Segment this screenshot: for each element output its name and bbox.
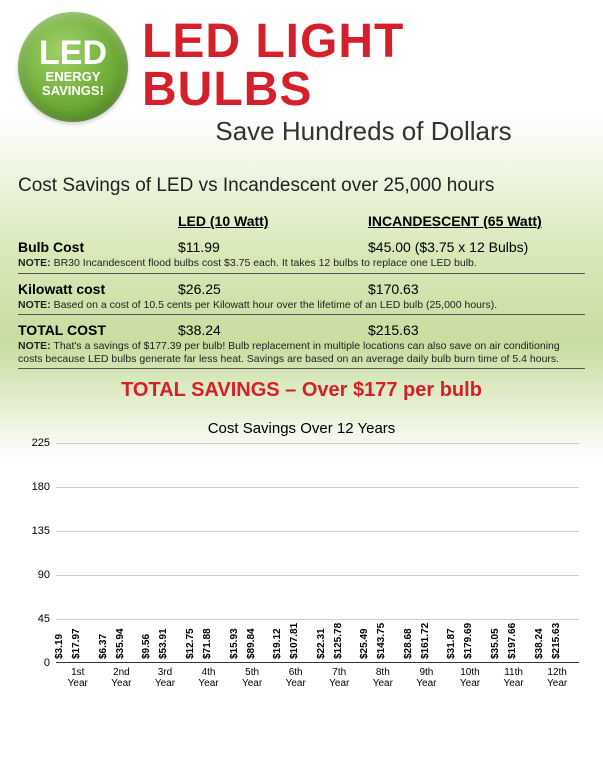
bar-inc-label: $71.88 [202,629,213,660]
bar-inc-label: $17.97 [71,629,82,660]
table-row: TOTAL COST$38.24$215.63 [18,318,585,338]
section-title: Cost Savings of LED vs Incandescent over… [18,175,585,197]
row-label: Kilowatt cost [18,281,178,297]
bar-inc-label: $161.72 [420,623,431,659]
bar-led-label: $19.12 [272,629,283,660]
badge-sub1: ENERGY [46,70,101,84]
x-tick-label: 6thYear [274,667,318,689]
x-tick-label: 9thYear [405,667,449,689]
row-led-value: $11.99 [178,239,368,255]
badge-sub2: SAVINGS! [42,84,104,98]
col-inc-header: INCANDESCENT (65 Watt) [368,213,585,229]
bar-led-label: $25.49 [359,629,370,660]
x-axis: 1stYear2ndYear3rdYear4thYear5thYear6thYe… [56,667,579,689]
bar-led-label: $9.56 [141,634,152,659]
total-savings: TOTAL SAVINGS – Over $177 per bulb [18,379,585,402]
bar-inc-label: $215.63 [551,623,562,659]
y-tick-label: 0 [44,657,50,669]
x-tick-label: 12thYear [535,667,579,689]
x-tick-label: 4thYear [187,667,231,689]
row-note: NOTE: BR30 Incandescent flood bulbs cost… [18,257,585,270]
divider [18,368,585,369]
x-tick-label: 3rdYear [143,667,187,689]
y-tick-label: 225 [32,437,50,449]
row-inc-value: $215.63 [368,322,585,338]
bar-inc-label: $179.69 [463,623,474,659]
table-row: Kilowatt cost$26.25$170.63 [18,277,585,297]
divider [18,273,585,274]
x-tick-label: 8thYear [361,667,405,689]
bar-inc-label: $143.75 [376,623,387,659]
row-note: NOTE: That's a savings of $177.39 per bu… [18,340,585,365]
bar-led-label: $22.31 [316,629,327,660]
bar-led-label: $28.68 [403,629,414,660]
bars-container: $3.19 $17.97 $6.37 $35.94 $9.56 $53.91 $12.75 $… [56,443,579,663]
y-tick-label: 45 [38,613,50,625]
col-led-header: LED (10 Watt) [178,213,368,229]
row-label: TOTAL COST [18,322,178,338]
bar-inc-label: $35.94 [115,629,126,660]
led-badge: LED ENERGY SAVINGS! [18,12,128,122]
bar-inc-label: $125.78 [333,623,344,659]
y-tick-label: 180 [32,481,50,493]
row-label: Bulb Cost [18,239,178,255]
cost-chart: Cost Savings Over 12 Years 0 45 90 135 180 22… [18,420,585,689]
row-inc-value: $170.63 [368,281,585,297]
y-tick-label: 135 [32,525,50,537]
table-header: LED (10 Watt) INCANDESCENT (65 Watt) [18,213,585,229]
bar-led-label: $31.87 [446,629,457,660]
bar-led-label: $15.93 [229,629,240,660]
table-row: Bulb Cost$11.99$45.00 ($3.75 x 12 Bulbs) [18,235,585,255]
chart-area: 04590135180225 $3.19$17.97$6.37$35.94$9.… [56,443,579,663]
bar-inc-label: $89.84 [246,629,257,660]
bar-inc-label: $107.81 [289,623,300,659]
chart-title: Cost Savings Over 12 Years [18,420,585,437]
x-tick-label: 5thYear [230,667,274,689]
divider [18,314,585,315]
row-led-value: $26.25 [178,281,368,297]
row-led-value: $38.24 [178,322,368,338]
x-tick-label: 2ndYear [100,667,144,689]
x-tick-label: 10thYear [448,667,492,689]
bar-led-label: $35.05 [490,629,501,660]
x-tick-label: 11thYear [492,667,536,689]
bar-led-label: $38.24 [534,629,545,660]
page-content: LED ENERGY SAVINGS! LED LIGHT BULBS Save… [0,0,603,701]
col-blank [18,213,178,229]
badge-led-text: LED [39,36,107,70]
bar-inc-label: $53.91 [158,629,169,660]
cost-table: LED (10 Watt) INCANDESCENT (65 Watt) Bul… [18,213,585,369]
row-note: NOTE: Based on a cost of 10.5 cents per … [18,299,585,312]
row-inc-value: $45.00 ($3.75 x 12 Bulbs) [368,239,585,255]
main-title: LED LIGHT BULBS [142,18,585,114]
y-tick-label: 90 [38,569,50,581]
x-tick-label: 1stYear [56,667,100,689]
bar-inc-label: $197.66 [507,623,518,659]
title-block: LED LIGHT BULBS Save Hundreds of Dollars [142,12,585,147]
bar-led-label: $3.19 [54,634,65,659]
subtitle: Save Hundreds of Dollars [142,116,585,147]
bar-led-label: $12.75 [185,629,196,660]
header: LED ENERGY SAVINGS! LED LIGHT BULBS Save… [18,12,585,147]
bar-led-label: $6.37 [98,634,109,659]
x-tick-label: 7thYear [317,667,361,689]
